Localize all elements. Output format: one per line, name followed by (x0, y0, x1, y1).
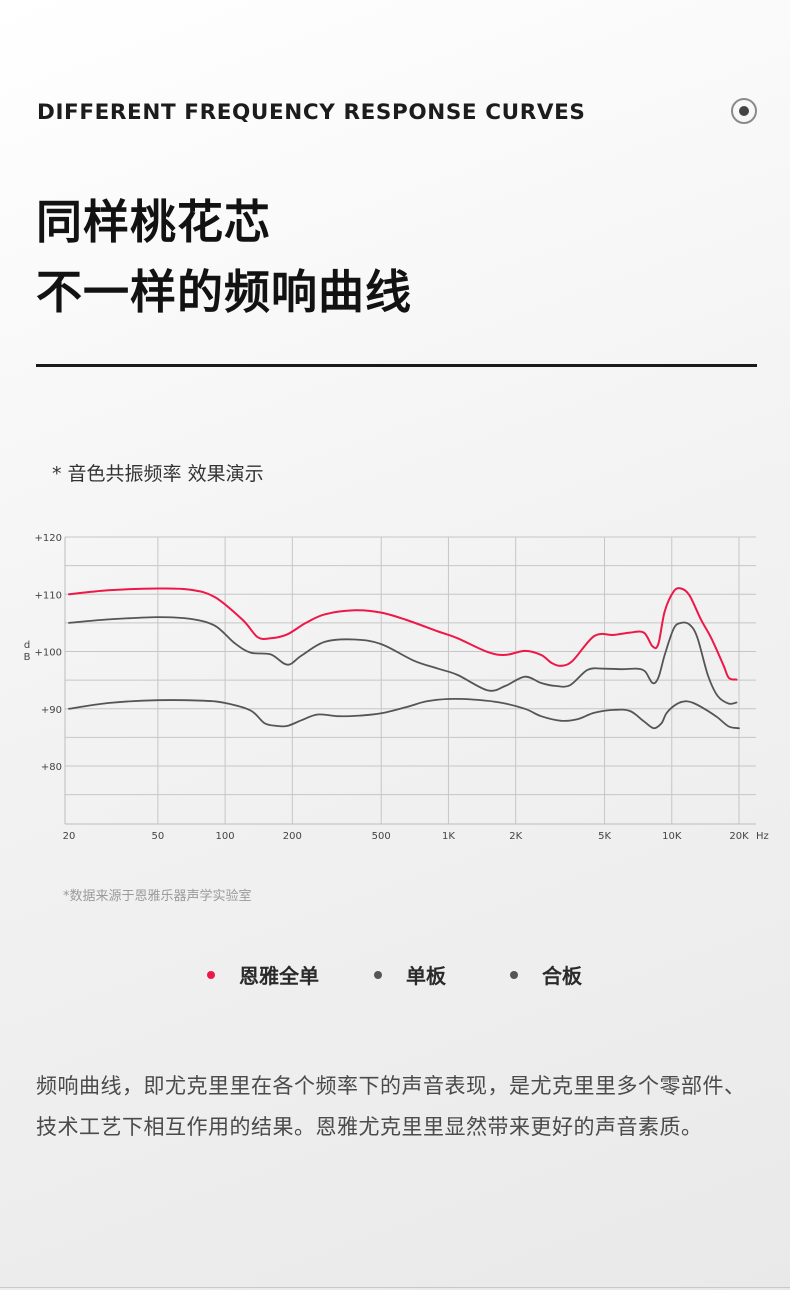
x-tick-label: 500 (372, 831, 391, 842)
x-tick-label: 20K (729, 831, 749, 842)
y-axis-label-char: d (24, 640, 30, 651)
bottom-divider (0, 1287, 790, 1288)
y-tick-label: +110 (35, 590, 62, 601)
series-line-enya-solid (68, 587, 738, 681)
target-icon (731, 98, 757, 124)
y-axis-label-char: B (24, 652, 31, 663)
x-tick-label: 10K (662, 831, 682, 842)
chart-grid (65, 536, 756, 824)
legend-dot (207, 970, 215, 979)
x-tick-label: 1K (442, 831, 455, 842)
page-title-line2: 不一样的频响曲线 (36, 265, 412, 319)
page-title-line1: 同样桃花芯 (36, 195, 271, 249)
body-paragraph: 频响曲线，即尤克里里在各个频率下的声音表现，是尤克里里多个零部件、技术工艺下相互… (36, 1074, 746, 1139)
chart-labels: +120 +110 +100 +90 +80 20 50 100 200 500 1K 2K 5K 10K… (24, 533, 769, 842)
frequency-response-chart: +120 +110 +100 +90 +80 20 50 100 200 500 1K 2K 5K 10K… (24, 533, 769, 842)
series-line-laminate (68, 697, 740, 730)
legend-dot (374, 970, 382, 979)
x-tick-label: 20 (63, 831, 76, 842)
chart-series (68, 587, 740, 730)
chart-axes (64, 537, 756, 825)
x-tick-label: 100 (216, 831, 235, 842)
x-tick-label: 2K (509, 831, 522, 842)
legend-label: 合板 (542, 964, 582, 988)
legend-item-solid-top: 单板 (374, 960, 446, 989)
x-tick-label: 200 (283, 831, 302, 842)
legend-label: 恩雅全单 (239, 964, 319, 988)
legend-label: 单板 (406, 964, 446, 988)
legend-item-laminate: 合板 (510, 960, 582, 989)
x-tick-label: 50 (152, 831, 165, 842)
y-tick-label: +100 (35, 648, 62, 659)
title-divider (36, 364, 757, 367)
legend-dot (510, 970, 518, 979)
y-tick-label: +90 (41, 705, 62, 716)
x-axis-label: Hz (756, 831, 769, 842)
y-tick-label: +80 (41, 762, 62, 773)
x-tick-label: 5K (598, 831, 611, 842)
y-tick-label: +120 (35, 533, 62, 544)
section-heading: DIFFERENT FREQUENCY RESPONSE CURVES (37, 100, 586, 125)
chart-note: * 音色共振频率 效果演示 (52, 463, 264, 485)
data-source-note: *数据来源于恩雅乐器声学实验室 (63, 889, 252, 904)
series-line-solid-top (68, 616, 738, 705)
legend-item-enya-solid: 恩雅全单 (207, 960, 319, 989)
